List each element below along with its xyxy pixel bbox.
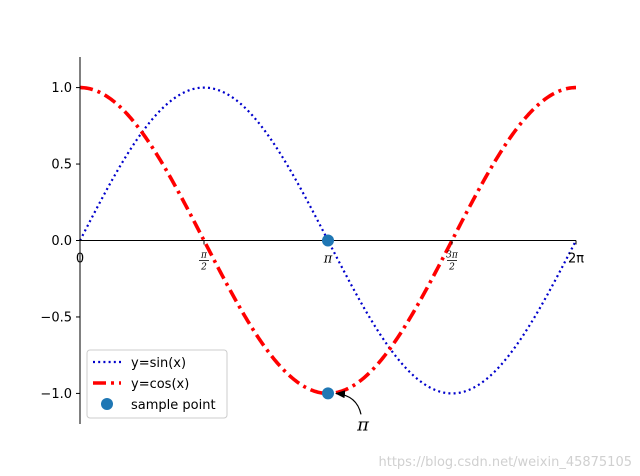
legend-label: y=sin(x): [131, 356, 186, 371]
annotation-text: π: [356, 414, 370, 435]
x-tick-label: 2π: [568, 252, 584, 267]
y-tick-label: 0.0: [51, 234, 72, 249]
y-tick-label: −0.5: [40, 310, 72, 325]
legend-swatch-point: [101, 398, 113, 410]
y-tick-label: 1.0: [51, 81, 72, 96]
x-tick-label-numerator: π: [200, 251, 208, 261]
legend-label: y=cos(x): [131, 377, 189, 392]
x-tick-label: π: [323, 252, 333, 267]
annotation-arrow: [335, 390, 362, 415]
x-tick-label-denominator: 2: [200, 263, 207, 273]
y-tick-label: 0.5: [51, 158, 72, 173]
legend-label: sample point: [131, 398, 216, 413]
x-tick-label-denominator: 2: [448, 263, 455, 273]
sample-point: [322, 234, 334, 247]
legend-box: [86, 349, 228, 419]
y-tick-label: −1.0: [40, 387, 72, 402]
x-tick-label-numerator: 3π: [446, 251, 459, 261]
series-line-sin: [79, 86, 577, 395]
watermark-text: https://blog.csdn.net/weixin_45875105: [378, 455, 632, 470]
x-tick-label: 0: [76, 252, 84, 267]
sample-point: [322, 387, 334, 400]
